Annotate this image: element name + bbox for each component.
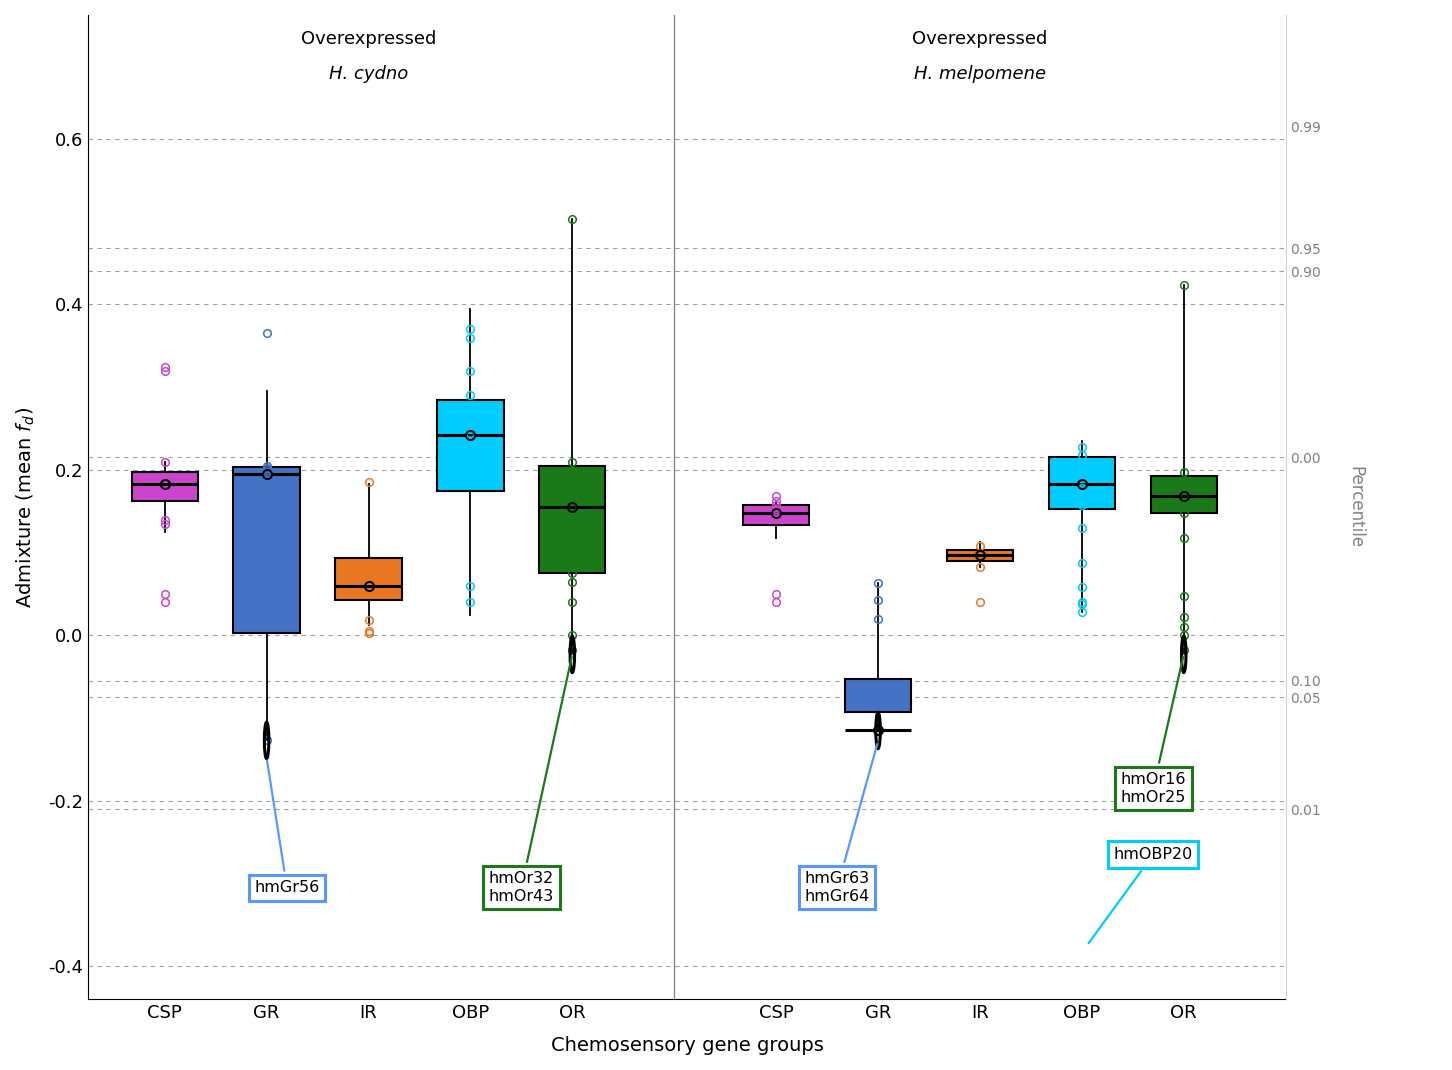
Text: hmOBP20: hmOBP20 [1089, 847, 1192, 944]
Bar [437, 399, 504, 490]
Bar [947, 550, 1013, 561]
Bar [845, 679, 912, 713]
Text: H. melpomene: H. melpomene [913, 64, 1045, 82]
Bar [1048, 458, 1115, 508]
Bar [743, 505, 809, 525]
Y-axis label: Admixture (mean $f_d$): Admixture (mean $f_d$) [15, 407, 38, 608]
X-axis label: Chemosensory gene groups: Chemosensory gene groups [550, 1036, 823, 1055]
Text: hmGr63
hmGr64: hmGr63 hmGr64 [804, 744, 877, 904]
Bar [132, 472, 197, 501]
Bar [234, 468, 299, 632]
Text: Overexpressed: Overexpressed [301, 30, 436, 48]
Y-axis label: Percentile: Percentile [1346, 467, 1365, 548]
Bar [539, 465, 605, 574]
Bar [1150, 476, 1217, 513]
Text: hmOr32
hmOr43: hmOr32 hmOr43 [489, 657, 572, 904]
Text: hmOr16
hmOr25: hmOr16 hmOr25 [1121, 657, 1186, 805]
Bar [335, 559, 402, 600]
Text: Overexpressed: Overexpressed [912, 30, 1048, 48]
Text: H. cydno: H. cydno [330, 64, 408, 82]
Text: hmGr56: hmGr56 [254, 761, 319, 896]
